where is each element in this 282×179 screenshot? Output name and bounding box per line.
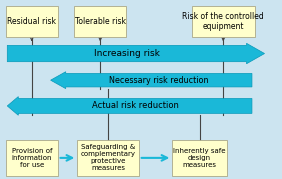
FancyBboxPatch shape bbox=[6, 6, 58, 37]
Text: Residual risk: Residual risk bbox=[7, 17, 56, 26]
Text: Safeguarding &
complementary
protective
measures: Safeguarding & complementary protective … bbox=[80, 144, 135, 171]
Text: Inherently safe
design
measures: Inherently safe design measures bbox=[173, 148, 226, 168]
FancyBboxPatch shape bbox=[77, 140, 139, 176]
Polygon shape bbox=[51, 72, 252, 89]
FancyBboxPatch shape bbox=[192, 6, 255, 37]
Text: Provision of
information
for use: Provision of information for use bbox=[12, 148, 52, 168]
FancyBboxPatch shape bbox=[172, 140, 227, 176]
Text: Risk of the controlled
equipment: Risk of the controlled equipment bbox=[182, 12, 264, 31]
Text: Necessary risk reduction: Necessary risk reduction bbox=[109, 76, 209, 85]
Polygon shape bbox=[7, 43, 265, 64]
FancyBboxPatch shape bbox=[6, 140, 58, 176]
Text: Actual risk reduction: Actual risk reduction bbox=[92, 101, 179, 110]
FancyBboxPatch shape bbox=[74, 6, 126, 37]
Text: Increasing risk: Increasing risk bbox=[94, 49, 160, 58]
Text: Tolerable risk: Tolerable risk bbox=[75, 17, 126, 26]
Polygon shape bbox=[7, 97, 252, 115]
